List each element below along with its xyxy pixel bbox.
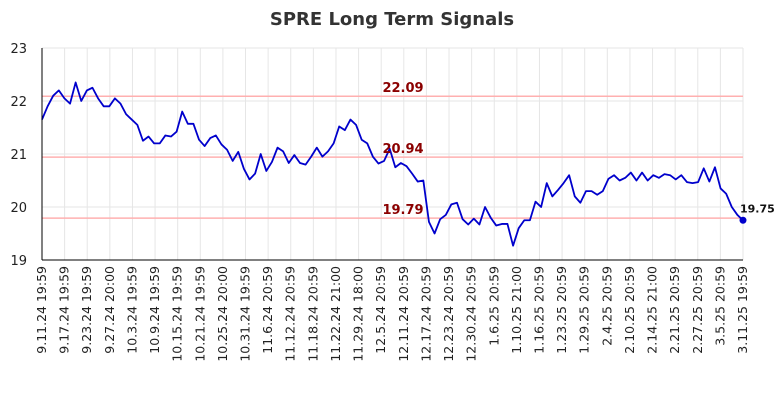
x-tick-label: 1.6.25 20:59 [486,266,501,346]
x-tick-label: 10.25.24 20:00 [215,266,230,362]
last-point-marker [739,216,747,224]
x-tick-label: 11.12.24 20:59 [283,266,298,362]
level-labels: 22.09 20.94 19.79 19.75 [382,81,774,218]
x-tick-label: 11.22.24 21:00 [328,266,343,362]
x-tick-label: 10.21.24 19:59 [192,266,207,362]
y-tick-label: 21 [10,148,27,163]
y-tick-label: 20 [10,201,27,216]
x-tick-label: 11.6.24 20:59 [260,266,275,354]
x-tick-label: 10.9.24 19:59 [147,266,162,354]
x-tick-label: 9.17.24 19:59 [57,266,72,354]
x-tick-label: 12.11.24 20:59 [396,266,411,362]
x-tick-label: 11.18.24 20:59 [305,266,320,362]
axes [41,48,743,261]
signal-level-label: 20.94 [382,142,423,157]
x-tick-label: 9.23.24 19:59 [79,266,94,354]
x-tick-label: 12.23.24 20:59 [441,266,456,362]
x-tick-label: 3.11.25 19:59 [735,266,750,354]
x-tick-label: 11.29.24 18:00 [351,266,366,362]
price-series-line [41,81,744,247]
x-tick-label: 2.14.25 21:00 [645,266,660,354]
signal-level-label: 19.79 [382,203,423,218]
x-tick-label: 2.4.25 20:59 [599,266,614,346]
x-tick-label: 1.10.25 21:00 [509,266,524,354]
x-tick-label: 10.15.24 19:59 [170,266,185,362]
x-tick-label: 1.29.25 20:59 [577,266,592,354]
signal-level-label: 22.09 [382,81,423,96]
x-tick-label: 2.27.25 20:59 [690,266,705,354]
x-tick-label: 10.31.24 19:59 [238,266,253,362]
series-layer [41,81,747,247]
y-tick-labels: 19 20 21 22 23 [10,42,27,269]
y-tick-label: 22 [10,95,27,110]
x-tick-label: 12.30.24 20:59 [464,266,479,362]
y-tick-label: 19 [10,254,27,269]
x-tick-labels: 9.11.24 19:59 9.17.24 19:59 9.23.24 19:59 9… [34,266,750,362]
x-tick-label: 9.27.24 20:00 [102,266,117,354]
last-value-label: 19.75 [740,202,775,215]
x-tick-label: 1.23.25 20:59 [554,266,569,354]
x-tick-label: 12.5.24 20:59 [373,266,388,354]
x-tick-label: 12.17.24 20:59 [418,266,433,362]
x-tick-label: 3.5.25 20:59 [712,266,727,346]
x-tick-label: 10.3.24 19:59 [124,266,139,354]
chart-title: SPRE Long Term Signals [270,9,514,30]
x-tick-label: 2.10.25 20:59 [622,266,637,354]
x-tick-label: 2.21.25 20:59 [667,266,682,354]
x-tick-label: 1.16.25 20:59 [531,266,546,354]
y-tick-label: 23 [10,42,27,57]
x-tick-label: 9.11.24 19:59 [34,266,49,354]
